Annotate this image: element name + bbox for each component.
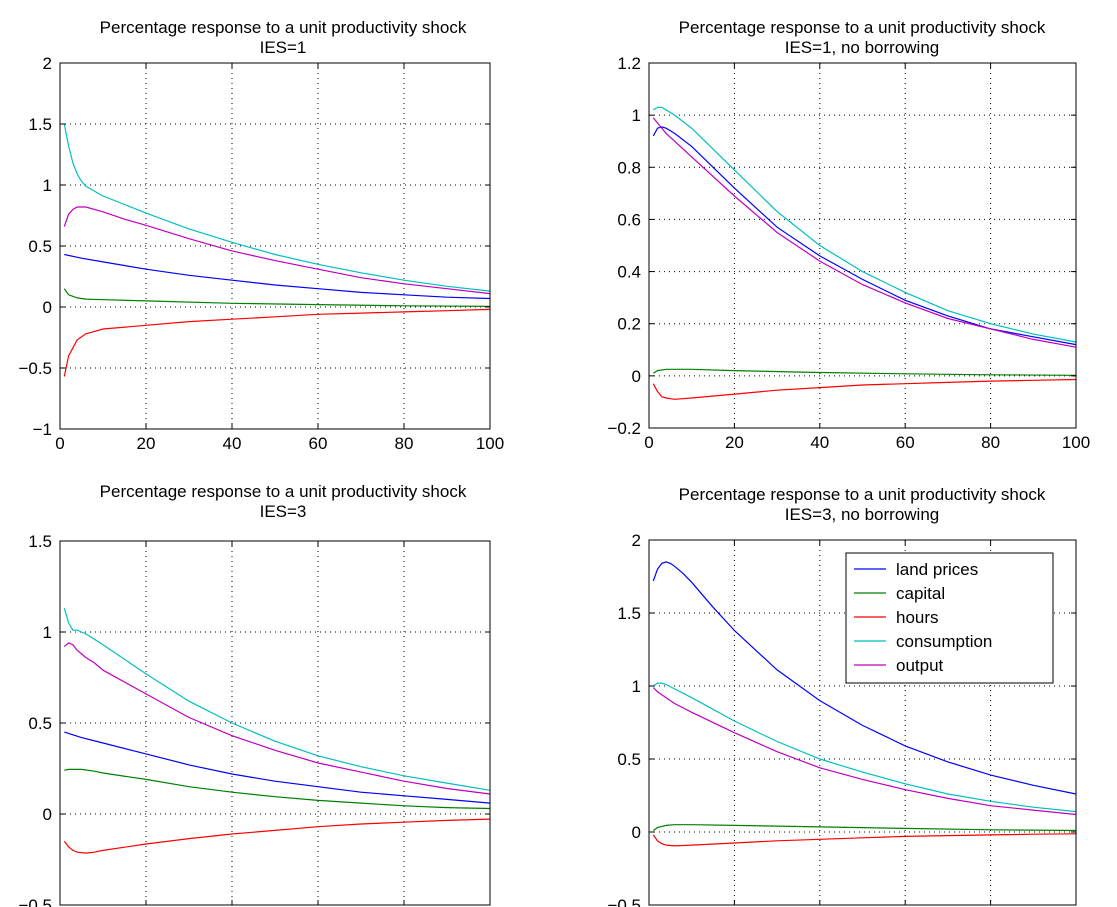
x-tick-label: 100 <box>476 434 504 453</box>
land-prices-line <box>652 561 1077 795</box>
panel-ies3: Percentage response to a unit productivi… <box>18 482 491 907</box>
y-tick-label: −0.5 <box>18 359 52 378</box>
y-tick-label: 0.5 <box>617 750 641 769</box>
y-tick-label: 0.5 <box>28 237 52 256</box>
hours-line <box>63 308 491 377</box>
y-tick-label: −0.5 <box>18 896 52 907</box>
x-tick-label: 40 <box>223 434 242 453</box>
capital-line <box>64 768 491 810</box>
plot-frame <box>648 62 1077 429</box>
panel-subtitle: IES=1, no borrowing <box>785 38 940 57</box>
x-tick-label: 20 <box>725 433 744 452</box>
y-tick-label: 1 <box>43 623 52 642</box>
y-tick-label: 0 <box>632 823 641 842</box>
panel-title: Percentage response to a unit productivi… <box>679 485 1046 504</box>
legend-label-output: output <box>896 656 944 675</box>
y-tick-label: 0.6 <box>617 210 641 229</box>
panel-title: Percentage response to a unit productivi… <box>679 18 1046 37</box>
y-tick-label: 1.2 <box>617 54 641 73</box>
legend-label-land-prices: land prices <box>896 560 978 579</box>
y-tick-label: 0 <box>43 298 52 317</box>
capital-line <box>652 368 1077 376</box>
legend-label-hours: hours <box>896 608 939 627</box>
output-line <box>63 642 491 795</box>
land-prices-line <box>652 126 1077 346</box>
x-tick-label: 80 <box>981 433 1000 452</box>
land-prices-line <box>64 253 491 300</box>
land-prices-line <box>64 731 491 804</box>
y-tick-label: −0.2 <box>607 419 641 438</box>
x-tick-label: 80 <box>395 434 414 453</box>
y-tick-label: 0 <box>43 805 52 824</box>
y-tick-label: 1.5 <box>28 115 52 134</box>
y-tick-label: 1 <box>632 106 641 125</box>
hours-line <box>652 378 1077 400</box>
x-tick-label: 20 <box>137 434 156 453</box>
y-tick-label: −0.5 <box>607 896 641 907</box>
capital-line <box>63 288 491 307</box>
legend-label-capital: capital <box>896 584 945 603</box>
panel-ies1: Percentage response to a unit productivi… <box>18 18 504 453</box>
legend: land prices capital hours consumption output <box>845 552 1054 684</box>
y-tick-label: 1.5 <box>28 532 52 551</box>
y-tick-label: −1 <box>33 420 52 439</box>
panel-subtitle: IES=3, no borrowing <box>785 505 940 524</box>
capital-line <box>652 824 1077 832</box>
output-line <box>652 687 1077 816</box>
y-tick-label: 2 <box>43 54 52 73</box>
consumption-line <box>63 123 491 292</box>
x-tick-label: 100 <box>1062 433 1090 452</box>
panel-subtitle: IES=3 <box>260 502 307 521</box>
plot-frame <box>648 539 1077 906</box>
y-tick-label: 2 <box>632 531 641 550</box>
y-tick-label: 0.4 <box>617 263 641 282</box>
legend-box <box>845 552 1054 684</box>
y-tick-label: 1 <box>632 677 641 696</box>
panel-title: Percentage response to a unit productivi… <box>100 18 467 37</box>
y-tick-label: 0.5 <box>28 714 52 733</box>
y-tick-label: 0.2 <box>617 315 641 334</box>
consumption-line <box>652 106 1077 343</box>
hours-line <box>63 818 491 854</box>
output-line <box>63 206 491 295</box>
hours-line <box>652 833 1077 847</box>
x-tick-label: 40 <box>810 433 829 452</box>
panel-ies1-no-borrowing: Percentage response to a unit productivi… <box>607 18 1090 452</box>
legend-label-consumption: consumption <box>896 632 992 651</box>
consumption-line <box>652 682 1077 813</box>
y-tick-label: 1 <box>43 176 52 195</box>
x-tick-label: 60 <box>896 433 915 452</box>
y-tick-label: 0 <box>632 367 641 386</box>
y-tick-label: 1.5 <box>617 604 641 623</box>
panel-ies3-no-borrowing: Percentage response to a unit productivi… <box>607 485 1077 907</box>
panel-subtitle: IES=1 <box>260 38 307 57</box>
panel-title: Percentage response to a unit productivi… <box>100 482 467 501</box>
consumption-line <box>63 608 491 791</box>
output-line <box>652 117 1077 348</box>
x-tick-label: 0 <box>644 433 653 452</box>
x-tick-label: 60 <box>309 434 328 453</box>
x-tick-label: 0 <box>55 434 64 453</box>
y-tick-label: 0.8 <box>617 158 641 177</box>
